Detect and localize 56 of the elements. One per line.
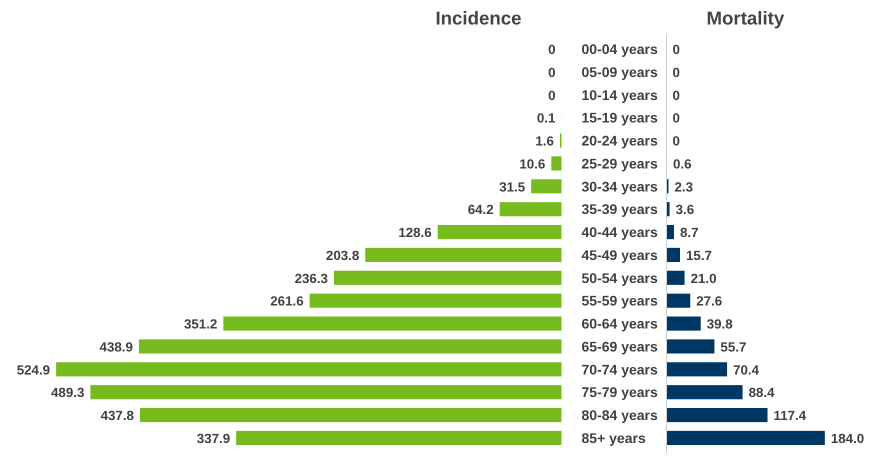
chart-title: Mortality [706, 8, 785, 28]
y-tick-label: 75-79 years [582, 384, 658, 400]
data-label: 1.6 [535, 134, 554, 149]
y-tick-label: 80-84 years [582, 407, 658, 424]
y-tick-label: 65-69 years [582, 338, 658, 354]
data-label: 128.6 [398, 225, 432, 240]
data-label: 39.8 [706, 316, 733, 332]
y-tick-label: 15-19 years [582, 110, 658, 126]
data-label: 2.3 [674, 179, 694, 194]
data-label: 117.4 [774, 408, 807, 424]
data-label: 261.6 [270, 294, 304, 309]
data-label: 0 [672, 110, 680, 126]
data-label: 0 [672, 88, 680, 103]
data-label: 31.5 [499, 179, 526, 194]
y-tick-label: 20-24 years [582, 132, 658, 149]
y-tick-label: 25-29 years [582, 155, 658, 172]
data-label: 203.8 [326, 248, 360, 263]
y-tick-label: 00-04 years [582, 41, 658, 58]
y-tick-label: 50-54 years [582, 270, 658, 286]
y-tick-label: 30-34 years [582, 178, 658, 194]
y-tick-label: 05-09 years [582, 64, 658, 80]
data-label: 55.7 [720, 339, 746, 354]
y-tick-label: 55-59 years [582, 292, 658, 309]
data-label: 236.3 [294, 270, 328, 286]
chart-title: Incidence [435, 8, 522, 28]
data-label: 10.6 [519, 156, 546, 172]
y-tick-label: 60-64 years [582, 316, 658, 332]
data-label: 0 [672, 134, 680, 149]
data-label: 351.2 [184, 316, 218, 332]
data-label: 0 [672, 42, 680, 58]
y-tick-label: 85+ years [582, 430, 646, 446]
data-label: 64.2 [468, 202, 494, 218]
data-label: 0 [548, 64, 556, 80]
data-label: 88.4 [748, 385, 776, 400]
data-label: 0 [548, 88, 556, 103]
data-label: 337.9 [196, 430, 230, 446]
data-label: 27.6 [696, 294, 722, 309]
data-label: 70.4 [733, 362, 760, 378]
data-label: 0 [548, 42, 556, 58]
data-label: 8.7 [680, 225, 699, 240]
data-label: 0 [672, 64, 680, 80]
data-label: 0.6 [673, 156, 692, 172]
y-tick-label: 35-39 years [582, 201, 658, 218]
data-label: 438.9 [100, 339, 133, 354]
data-label: 21.0 [690, 270, 717, 286]
data-label: 524.9 [16, 362, 50, 378]
data-label: 3.6 [676, 202, 694, 218]
y-tick-label: 70-74 years [582, 361, 658, 378]
data-label: 15.7 [686, 248, 712, 263]
y-tick-label: 10-14 years [582, 86, 658, 103]
data-label: 184.0 [830, 430, 864, 446]
data-label: 437.8 [100, 408, 134, 424]
data-label: 0.1 [536, 110, 556, 126]
y-tick-label: 40-44 years [582, 224, 658, 240]
y-tick-label: 45-49 years [582, 246, 658, 263]
data-label: 489.3 [51, 385, 84, 400]
